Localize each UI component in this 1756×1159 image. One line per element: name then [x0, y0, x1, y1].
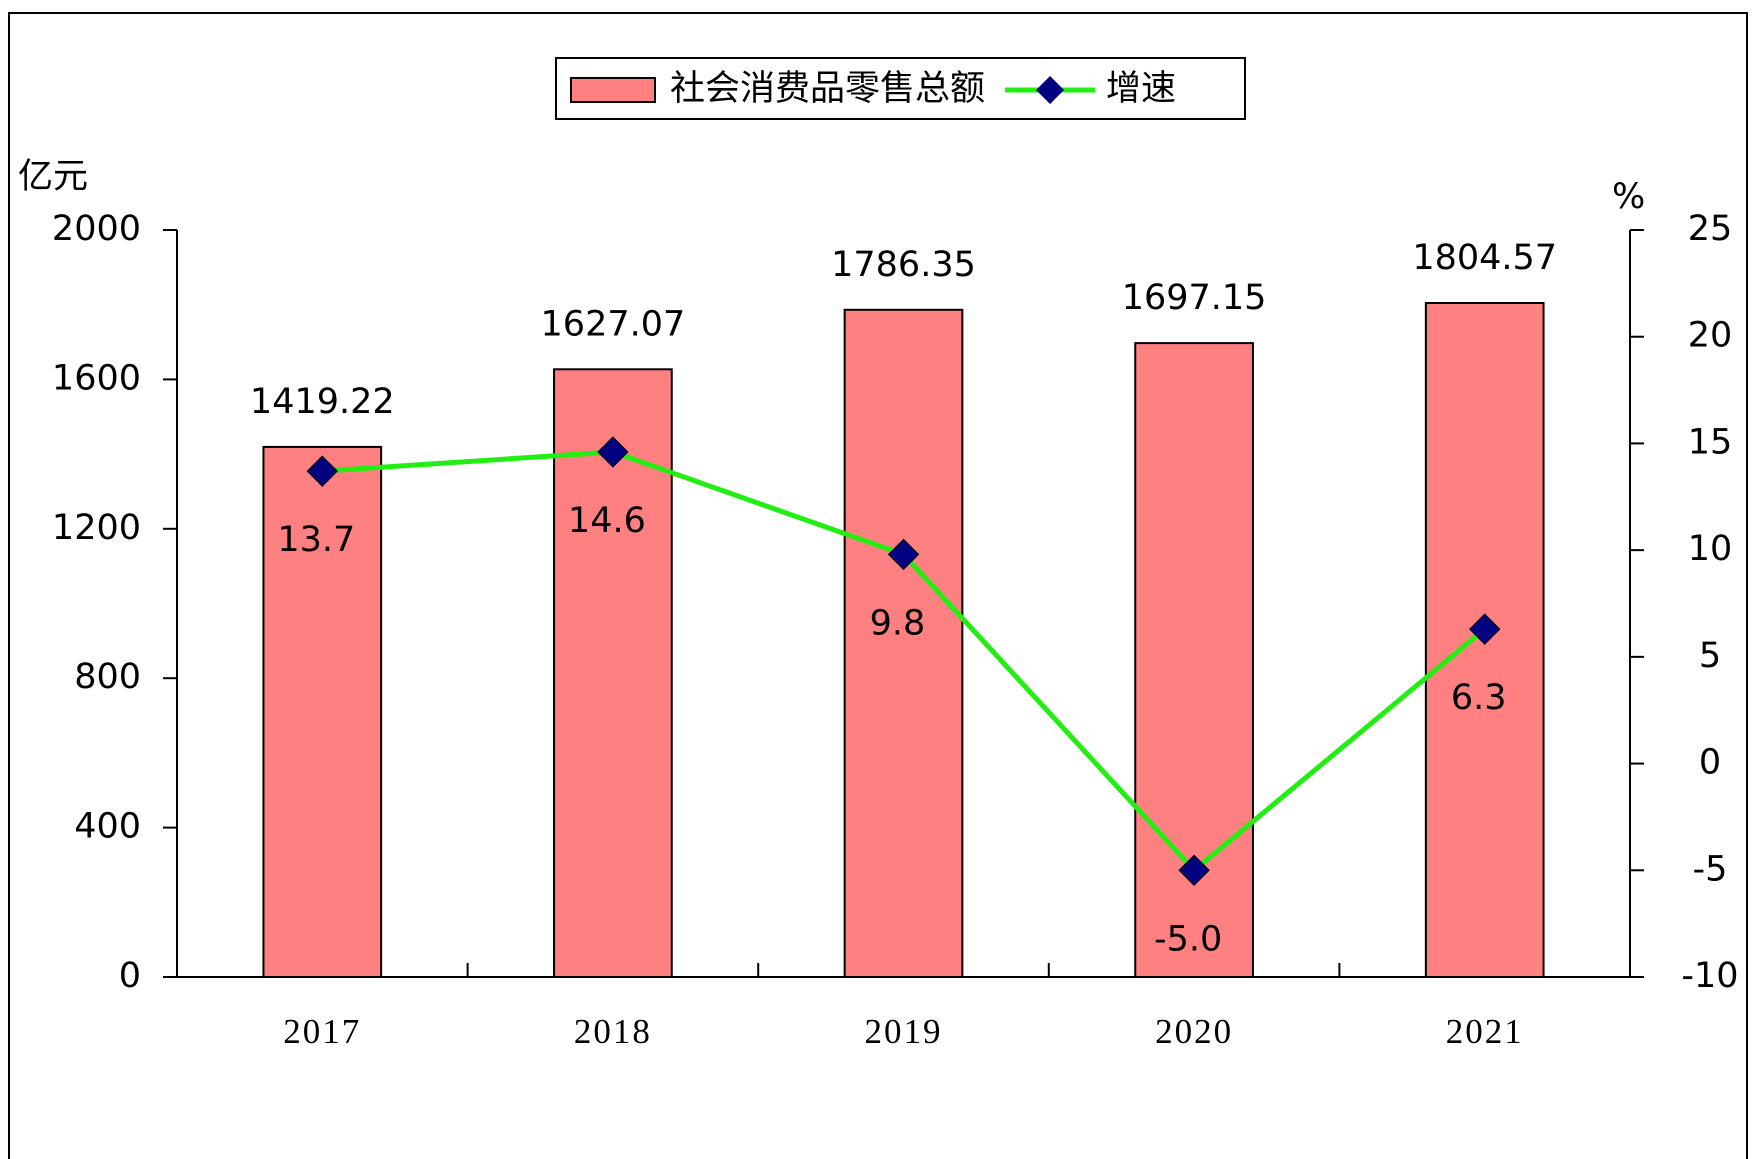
y2-tick-label: 25 [1688, 209, 1733, 249]
legend-box [555, 57, 1246, 120]
y2-tick-label: 20 [1688, 316, 1733, 356]
legend-marker [1036, 76, 1065, 104]
legend-label: 社会消费品零售总额 [670, 69, 985, 109]
bar [843, 308, 964, 978]
y2-tick-label: 0 [1699, 743, 1721, 783]
bar [553, 368, 673, 978]
bar [262, 445, 383, 978]
line-marker [597, 436, 629, 468]
line-value-label: 13.7 [277, 520, 355, 560]
bar-value-label: 1804.57 [1412, 238, 1557, 278]
line-value-label: 14.6 [568, 501, 646, 541]
line-value-label: 6.3 [1451, 678, 1507, 718]
bar-value-label: 1419.22 [250, 382, 395, 422]
y-tick-label: 2000 [52, 209, 141, 249]
line-marker [887, 538, 920, 571]
x-tick-label: 2019 [865, 1012, 943, 1051]
y2-tick-label: 10 [1688, 529, 1733, 569]
x-tick-label: 2021 [1446, 1012, 1524, 1051]
legend-swatch [570, 77, 656, 103]
x-tick-label: 2018 [574, 1012, 652, 1051]
legend-label: 增速 [1106, 69, 1176, 109]
y2-tick-label: 5 [1699, 636, 1721, 676]
y2-tick-label: -10 [1681, 956, 1738, 996]
line-value-label: -5.0 [1154, 919, 1222, 959]
y2-tick-label: -5 [1693, 849, 1728, 889]
bar-value-label: 1627.07 [541, 304, 686, 344]
bar-value-label: 1697.15 [1122, 278, 1267, 318]
y2-axis-label: % [1612, 177, 1645, 217]
bar-value-label: 1786.35 [831, 245, 976, 285]
y-tick-label: 0 [119, 956, 141, 996]
y-tick-label: 400 [74, 807, 141, 847]
x-tick-label: 2020 [1155, 1012, 1233, 1051]
y2-tick-label: 15 [1688, 422, 1733, 462]
line-value-label: 9.8 [870, 603, 926, 643]
line-marker [1468, 613, 1501, 645]
y-tick-label: 1600 [52, 358, 141, 398]
y-tick-label: 1200 [52, 508, 141, 548]
line-marker [306, 455, 339, 487]
y-axis-label: 亿元 [18, 157, 88, 197]
line-marker [1178, 854, 1210, 886]
x-tick-label: 2017 [283, 1012, 361, 1051]
y-tick-label: 800 [74, 657, 141, 697]
